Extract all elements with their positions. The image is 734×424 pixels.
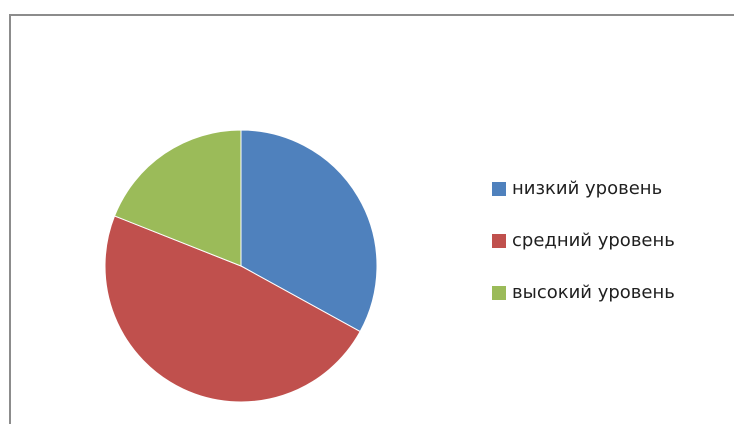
legend-swatch-medium xyxy=(492,234,506,248)
pie-slice-low xyxy=(240,129,378,333)
legend-label-low: низкий уровень xyxy=(512,178,663,199)
pie-slices xyxy=(104,129,378,403)
legend-label-medium: средний уровень xyxy=(512,230,675,251)
legend-item-medium: средний уровень xyxy=(492,228,675,254)
legend-item-high: высокий уровень xyxy=(492,280,675,306)
pie-slice-medium xyxy=(104,215,361,403)
pie-slice-high xyxy=(113,129,242,267)
legend-swatch-high xyxy=(492,286,506,300)
legend-label-high: высокий уровень xyxy=(512,282,675,303)
legend-swatch-low xyxy=(492,182,506,196)
legend-item-low: низкий уровень xyxy=(492,176,675,202)
chart-legend: низкий уровень средний уровень высокий у… xyxy=(492,176,675,332)
